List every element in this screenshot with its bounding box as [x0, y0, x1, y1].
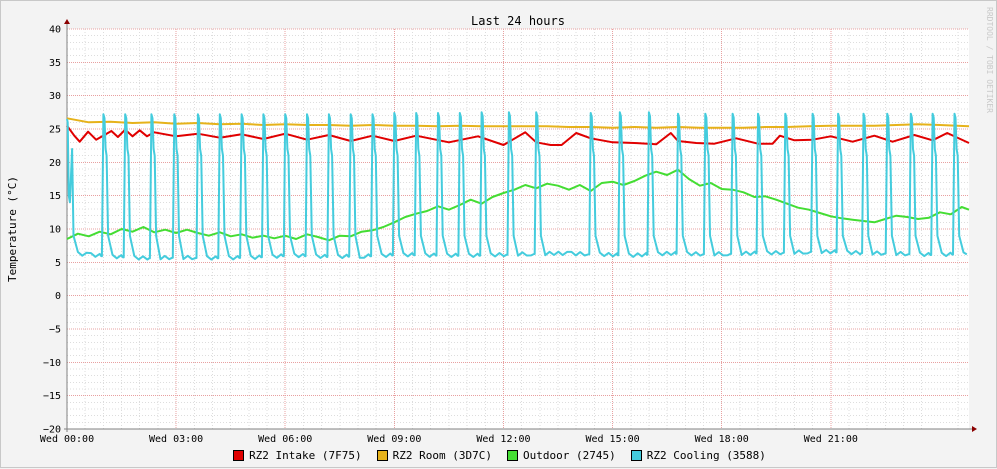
legend-item: RZ2 Cooling (3588): [630, 447, 766, 463]
x-tick-label: Wed 03:00: [149, 434, 203, 445]
legend: RZ2 Intake (7F75) RZ2 Room (3D7C) Outdoor …: [1, 447, 997, 463]
y-axis-arrow: [64, 19, 70, 24]
y-tick-label: −5: [49, 325, 61, 336]
watermark: RRDTOOL / TOBI OETIKER: [985, 7, 994, 113]
y-tick-label: 0: [55, 291, 61, 302]
y-tick-label: −15: [43, 391, 61, 402]
legend-swatch: [630, 449, 642, 461]
legend-label: RZ2 Intake (7F75): [249, 448, 362, 462]
x-tick-label: Wed 15:00: [585, 434, 639, 445]
x-tick-label: Wed 00:00: [40, 434, 94, 445]
series-line-3: [66, 111, 968, 261]
y-tick-label: −20: [43, 425, 61, 436]
legend-label: RZ2 Cooling (3588): [646, 448, 766, 462]
series-lines: [66, 111, 970, 261]
series-line-0: [66, 125, 970, 146]
y-tick-label: 30: [49, 91, 61, 102]
y-tick-label: 40: [49, 25, 61, 36]
legend-item: RZ2 Room (3D7C): [376, 447, 492, 463]
x-tick-label: Wed 09:00: [367, 434, 421, 445]
legend-item: RZ2 Intake (7F75): [233, 447, 362, 463]
legend-swatch: [233, 449, 245, 461]
y-tick-label: −10: [43, 358, 61, 369]
y-tick-label: 15: [49, 191, 61, 202]
legend-label: Outdoor (2745): [523, 448, 616, 462]
legend-item: Outdoor (2745): [507, 447, 616, 463]
grid: [66, 28, 969, 430]
legend-swatch: [507, 449, 518, 461]
y-tick-label: 25: [49, 125, 61, 136]
legend-label: RZ2 Room (3D7C): [392, 448, 492, 462]
legend-swatch: [376, 449, 388, 461]
x-tick-label: Wed 18:00: [695, 434, 749, 445]
y-tick-label: 5: [55, 258, 61, 269]
chart-title: Last 24 hours: [471, 14, 565, 28]
x-tick-label: Wed 06:00: [258, 434, 312, 445]
x-axis-arrow: [972, 426, 977, 432]
y-tick-label: 20: [49, 158, 61, 169]
y-tick-label: 10: [49, 225, 61, 236]
x-tick-label: Wed 12:00: [476, 434, 530, 445]
x-tick-label: Wed 21:00: [804, 434, 858, 445]
y-tick-label: 35: [49, 58, 61, 69]
y-axis-label: Temperature (°C): [6, 176, 19, 282]
